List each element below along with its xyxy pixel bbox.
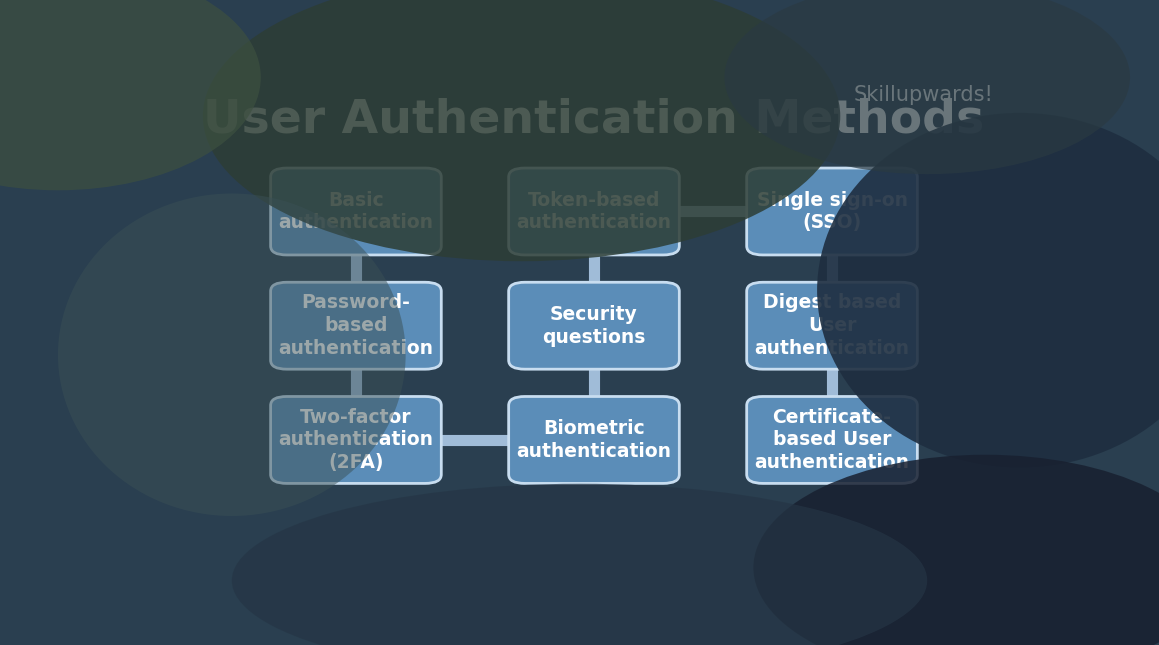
Ellipse shape (232, 484, 927, 645)
Text: User Authentication Methods: User Authentication Methods (203, 97, 985, 142)
Ellipse shape (203, 0, 840, 261)
Text: Security
questions: Security questions (542, 305, 646, 346)
Ellipse shape (817, 113, 1159, 468)
Text: Biometric
authentication: Biometric authentication (517, 419, 671, 461)
Text: Token-based
authentication: Token-based authentication (517, 191, 671, 232)
FancyBboxPatch shape (509, 397, 679, 483)
Text: Single sign-on
(SSO): Single sign-on (SSO) (757, 191, 907, 232)
Ellipse shape (753, 455, 1159, 645)
Text: Two-factor
authentication
(2FA): Two-factor authentication (2FA) (278, 408, 433, 472)
FancyBboxPatch shape (746, 283, 918, 369)
FancyBboxPatch shape (509, 283, 679, 369)
Text: Skillupwards!: Skillupwards! (854, 84, 993, 104)
Text: Digest based
User
authentication: Digest based User authentication (755, 293, 910, 358)
FancyBboxPatch shape (271, 283, 442, 369)
FancyBboxPatch shape (271, 397, 442, 483)
Text: Basic
authentication: Basic authentication (278, 191, 433, 232)
Ellipse shape (724, 0, 1130, 174)
FancyBboxPatch shape (509, 168, 679, 255)
Ellipse shape (58, 194, 406, 516)
FancyBboxPatch shape (746, 397, 918, 483)
Text: Password-
based
authentication: Password- based authentication (278, 293, 433, 358)
FancyBboxPatch shape (271, 168, 442, 255)
FancyBboxPatch shape (746, 168, 918, 255)
Ellipse shape (0, 0, 261, 190)
Text: Certificate-
based User
authentication: Certificate- based User authentication (755, 408, 910, 472)
